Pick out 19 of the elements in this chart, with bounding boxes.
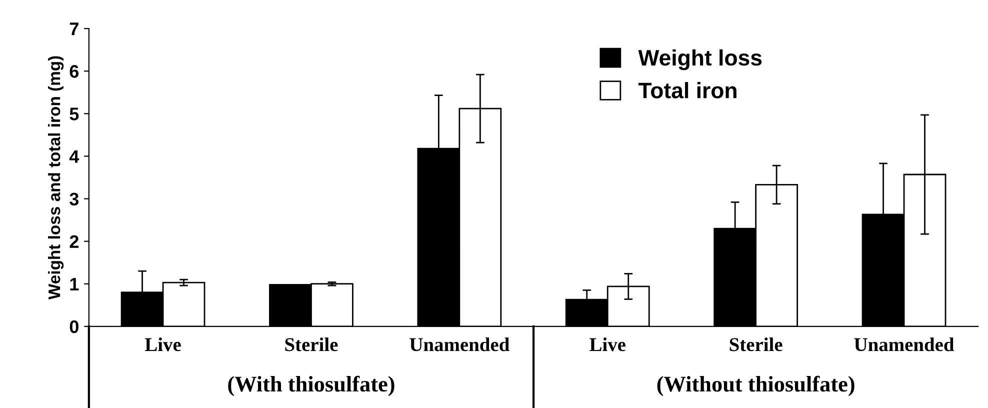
y-tick-label: 5 bbox=[70, 108, 79, 120]
y-tick-label: 2 bbox=[70, 235, 78, 248]
y-axis-title: Weight loss and total iron (mg) bbox=[48, 56, 64, 300]
text: (With thiosulfate) bbox=[228, 376, 394, 396]
x-tick-label: Unamended bbox=[410, 338, 510, 352]
y-tick-label: 6 bbox=[70, 65, 79, 78]
legend-label: Weight loss bbox=[638, 49, 762, 70]
x-tick-label: Live bbox=[144, 338, 181, 352]
y-tick-label: 7 bbox=[70, 22, 78, 36]
text: (Without thiosulfate) bbox=[657, 376, 854, 396]
y-tick-label: 4 bbox=[69, 150, 80, 163]
x-tick-label: Sterile bbox=[730, 338, 782, 352]
legend-label: Total iron bbox=[638, 82, 736, 98]
x-tick-label: Live bbox=[590, 338, 626, 352]
y-tick-label: 1 bbox=[70, 278, 79, 290]
y-tick-label: 0 bbox=[70, 320, 78, 334]
x-tick-label: Sterile bbox=[285, 338, 338, 352]
y-tick-label: 3 bbox=[70, 192, 79, 206]
x-tick-label: Unamended bbox=[854, 338, 954, 352]
